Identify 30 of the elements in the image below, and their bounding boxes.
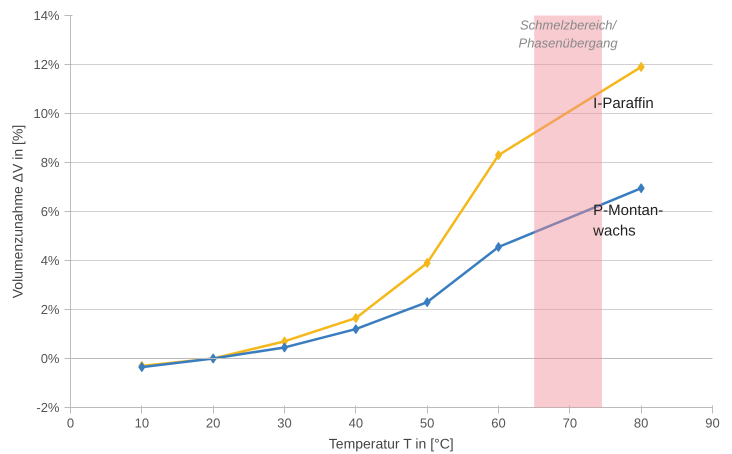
x-tick-label: 80 [634, 416, 648, 430]
y-tick-label: 2% [40, 302, 60, 317]
point [352, 313, 360, 324]
y-tick-label: 12% [33, 57, 60, 72]
x-tick-label: 70 [562, 416, 578, 430]
y-tick-label: 8% [40, 155, 60, 170]
x-axis-title: Temperatur T in [°C] [328, 436, 454, 452]
x-tick-label: 0 [66, 416, 74, 430]
point [424, 258, 431, 268]
x-tick-label: 40 [348, 416, 364, 430]
series-label: P-Montan- wachs [592, 202, 664, 240]
x-tick-label: 60 [491, 416, 506, 430]
x-tick-label: 90 [705, 416, 720, 430]
point [352, 324, 360, 334]
x-tick-label: 50 [420, 416, 434, 430]
x-tick-label: 30 [277, 416, 292, 430]
band-label: Schmelzbereich/ Phasenübergang [518, 18, 618, 50]
y-tick-label: 14% [33, 8, 60, 23]
y-axis-title: Volumenzunahme ΔV in [%] [9, 124, 26, 298]
y-tick-label: 6% [40, 204, 60, 219]
series-label: I-Paraffin [593, 94, 654, 112]
y-tick-label: -2% [36, 400, 60, 415]
y-tick-label: 0% [40, 351, 60, 366]
point [424, 297, 431, 308]
point [638, 183, 645, 194]
point [638, 62, 645, 72]
y-tick-label: 10% [33, 106, 60, 121]
y-tick-label: 4% [40, 253, 60, 268]
x-tick-label: 10 [134, 416, 150, 430]
x-tick-label: 20 [206, 416, 220, 430]
